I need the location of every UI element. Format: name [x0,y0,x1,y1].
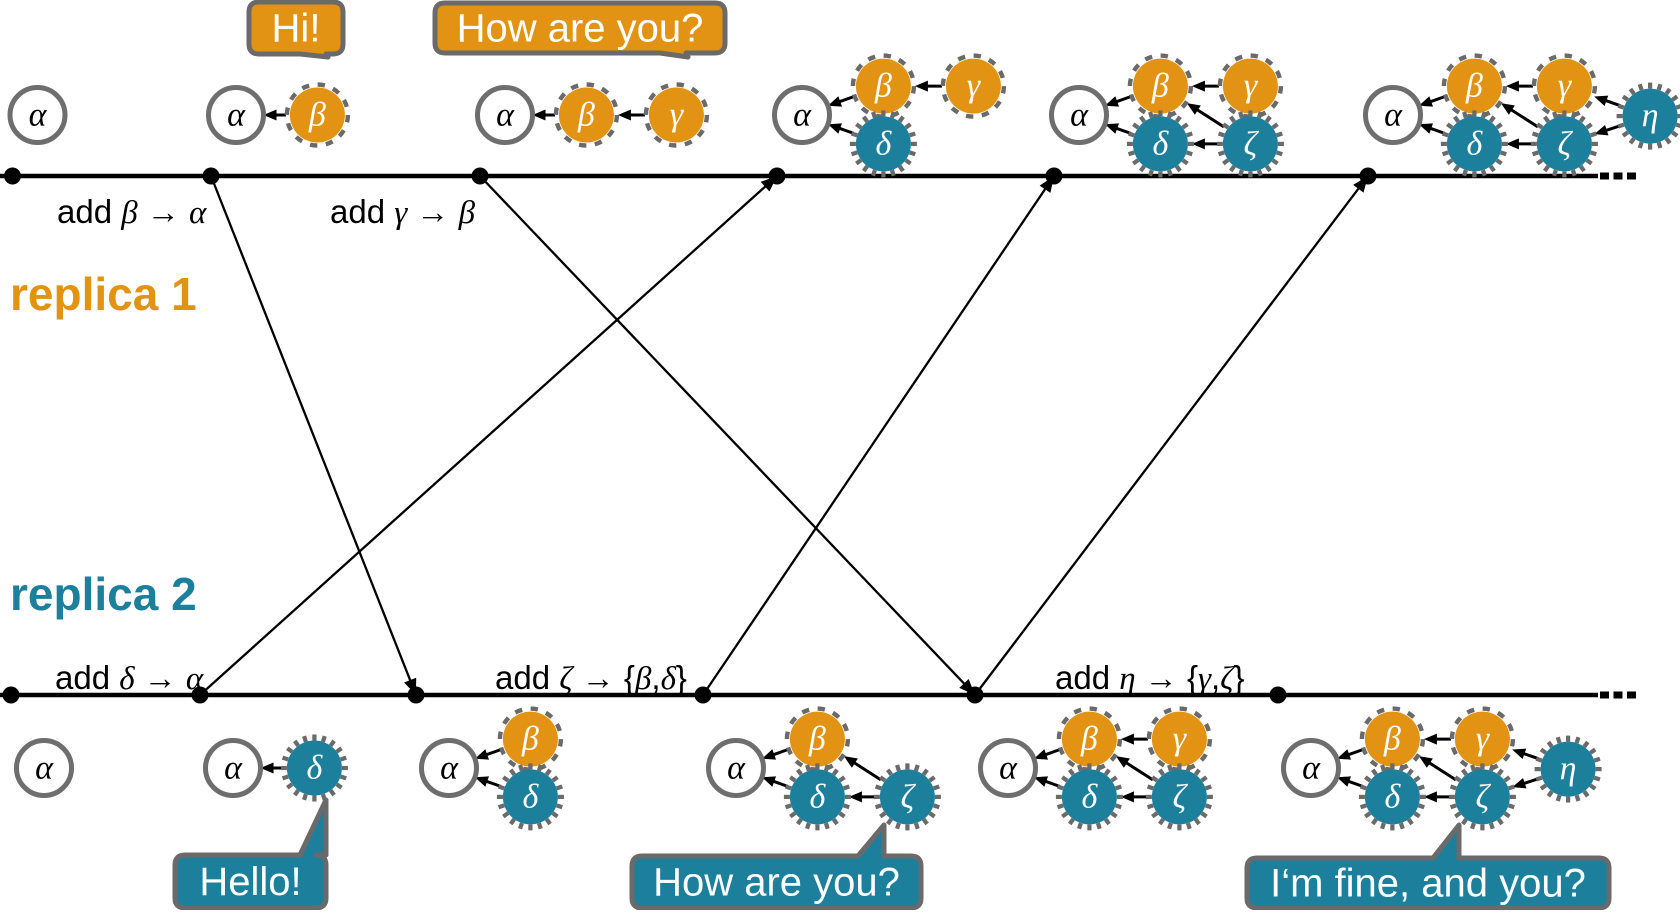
svg-text:η: η [1560,751,1577,788]
svg-text:add ζ → {β,δ}: add ζ → {β,δ} [495,659,687,697]
svg-text:replica 1: replica 1 [10,268,197,320]
svg-text:α: α [440,750,459,787]
svg-text:add η → {γ,ζ}: add η → {γ,ζ} [1055,659,1245,697]
svg-text:α: α [793,97,812,134]
svg-text:γ: γ [967,68,982,105]
svg-text:δ: δ [1466,125,1483,162]
svg-text:How are you?: How are you? [457,7,704,51]
svg-text:η: η [1642,98,1659,135]
svg-text:δ: δ [1081,778,1098,815]
svg-text:β: β [1383,721,1401,758]
svg-text:ζ: ζ [1173,778,1189,815]
svg-text:I‘m fine, and you?: I‘m fine, and you? [1270,862,1586,906]
svg-text:β: β [577,97,595,134]
svg-text:ζ: ζ [901,778,917,815]
svg-text:add β → α: add β → α [57,193,207,231]
svg-text:γ: γ [1476,721,1491,758]
svg-text:β: β [1080,721,1098,758]
svg-text:ζ: ζ [1476,778,1492,815]
svg-text:δ: δ [522,778,539,815]
svg-text:α: α [1384,97,1403,134]
svg-text:α: α [29,97,48,134]
svg-text:α: α [35,750,54,787]
svg-text:γ: γ [1244,68,1259,105]
svg-text:γ: γ [670,97,685,134]
svg-text:β: β [521,721,539,758]
svg-text:α: α [727,750,746,787]
svg-text:α: α [1302,750,1321,787]
svg-text:How are you?: How are you? [653,861,900,905]
svg-text:α: α [496,97,515,134]
svg-text:δ: δ [306,750,323,787]
svg-text:α: α [224,750,243,787]
svg-text:replica 2: replica 2 [10,568,197,620]
svg-text:α: α [227,97,246,134]
svg-text:β: β [1465,68,1483,105]
svg-text:Hello!: Hello! [199,860,301,904]
svg-text:δ: δ [1384,778,1401,815]
svg-text:δ: δ [875,125,892,162]
svg-text:ζ: ζ [1244,125,1260,162]
svg-text:β: β [1151,68,1169,105]
svg-text:Hi!: Hi! [272,7,321,51]
svg-text:α: α [1070,97,1089,134]
svg-text:β: β [308,97,326,134]
svg-text:β: β [874,68,892,105]
svg-text:δ: δ [809,778,826,815]
svg-text:add γ → β: add γ → β [330,193,476,231]
svg-text:ζ: ζ [1558,125,1574,162]
svg-text:β: β [808,721,826,758]
svg-text:add δ → α: add δ → α [55,659,204,697]
svg-text:δ: δ [1152,125,1169,162]
svg-text:α: α [999,750,1018,787]
svg-text:γ: γ [1558,68,1573,105]
svg-text:γ: γ [1173,721,1188,758]
